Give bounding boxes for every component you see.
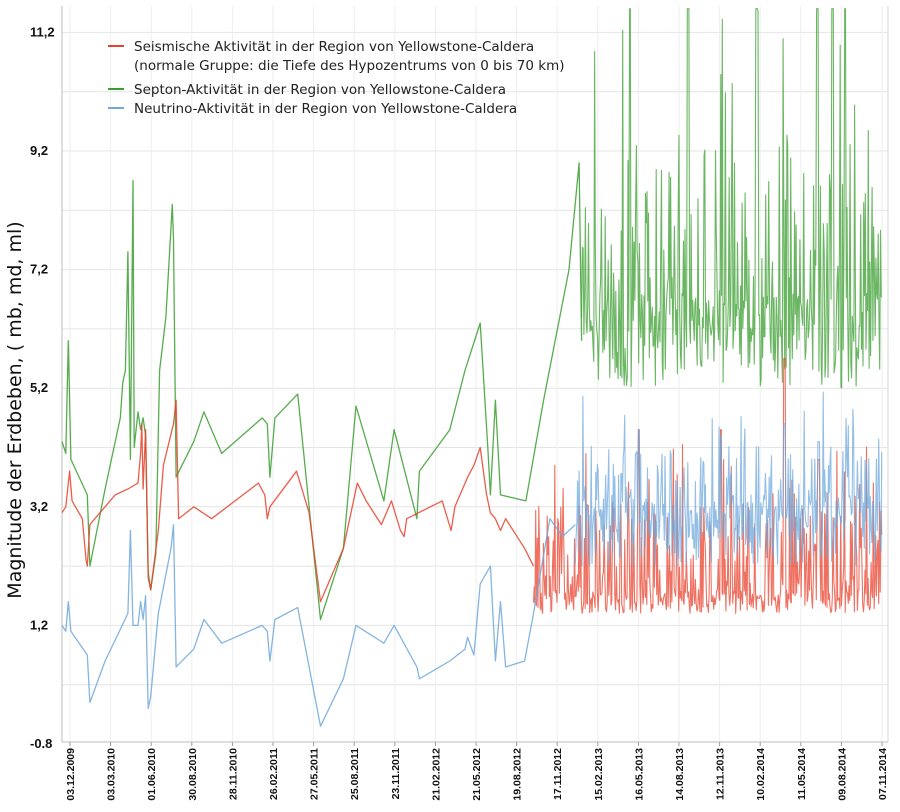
grid (62, 6, 888, 742)
y-tick-label: 11,2 (30, 24, 55, 39)
series-line-seismic (61, 399, 535, 603)
x-tick-label: 21.02.2012 (430, 748, 442, 801)
series-neutrino (61, 391, 883, 727)
series-seismic (61, 358, 883, 615)
series-line-septon (61, 162, 583, 621)
y-axis-ticks: 11,2 9,2 7,2 5,2 3,2 1,2 -0.8 (30, 24, 55, 751)
x-tick-label: 10.02.2014 (755, 748, 767, 801)
x-tick-label: 14.08.2013 (674, 748, 686, 801)
legend-label-seismic-line2: (normale Gruppe: die Tiefe des Hypozentr… (134, 58, 565, 74)
x-tick-label: 21.05.2012 (471, 748, 483, 801)
x-tick-label: 23.11.2011 (390, 748, 402, 800)
y-tick-label: 7,2 (30, 262, 48, 277)
x-tick-label: 07.11.2014 (877, 748, 889, 800)
x-tick-label: 27.05.2011 (309, 748, 321, 800)
x-tick-label: 11.05.2014 (796, 748, 808, 800)
axes (61, 6, 889, 743)
x-tick-label: 26.02.2011 (268, 748, 280, 800)
series-dense-seismic (532, 358, 883, 615)
y-tick-label: 5,2 (30, 380, 48, 395)
x-tick-label: 30.08.2010 (187, 748, 199, 801)
x-tick-label: 03.12.2009 (65, 748, 77, 801)
series-septon (61, 8, 882, 621)
series-group (61, 8, 883, 727)
x-tick-label: 19.08.2012 (512, 748, 524, 801)
x-tick-label: 28.11.2010 (227, 748, 239, 800)
legend-label-neutrino: Neutrino-Aktivität in der Region von Yel… (134, 101, 517, 117)
x-tick-label: 03.03.2010 (106, 748, 118, 801)
y-tick-label: 1,2 (30, 617, 48, 632)
x-tick-label: 01.06.2010 (146, 748, 158, 801)
legend: Seismische Aktivität in der Region von Y… (108, 39, 565, 117)
y-axis-label: Magnitude der Erdbeben, ( mb, md, ml) (4, 221, 26, 598)
series-line-neutrino (61, 518, 576, 727)
x-tick-label: 15.02.2013 (593, 748, 605, 801)
series-dense-septon (581, 8, 882, 389)
series-dense-neutrino (574, 391, 883, 567)
legend-label-septon: Septon-Aktivität in der Region von Yello… (134, 82, 506, 98)
x-tick-label: 09.08.2014 (836, 748, 848, 801)
x-tick-label: 17.11.2012 (552, 748, 564, 800)
x-tick-label: 16.05.2013 (633, 748, 645, 801)
y-tick-label: -0.8 (30, 736, 52, 751)
y-tick-label: 9,2 (30, 143, 48, 158)
x-tick-label: 25.08.2011 (349, 748, 361, 800)
y-tick-label: 3,2 (30, 499, 48, 514)
x-axis-ticks: 03.12.2009 03.03.2010 01.06.2010 30.08.2010… (65, 742, 889, 801)
legend-label-seismic: Seismische Aktivität in der Region von Y… (134, 39, 534, 55)
x-tick-label: 12.11.2013 (715, 748, 727, 800)
